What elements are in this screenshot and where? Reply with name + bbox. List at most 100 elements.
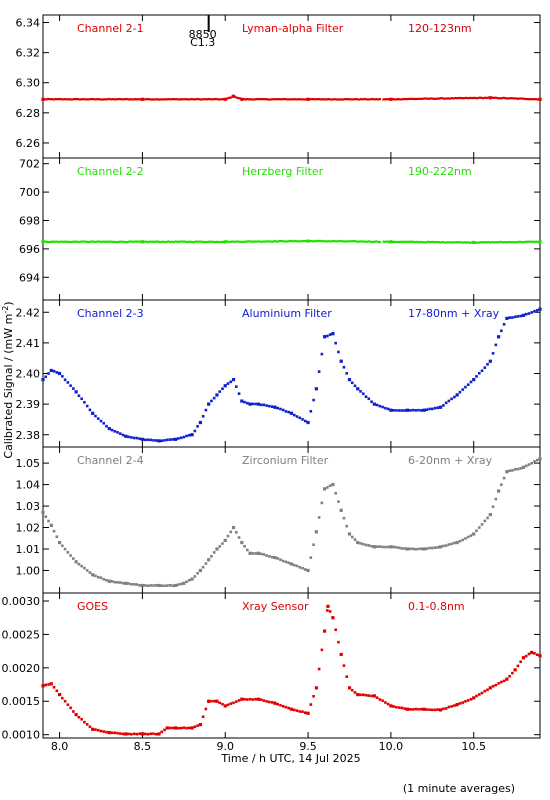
sample-point xyxy=(192,98,196,101)
sample-point xyxy=(433,546,437,549)
sample-point xyxy=(350,688,354,692)
panel-frame xyxy=(42,157,541,301)
sample-point xyxy=(353,691,357,694)
sample-point xyxy=(89,97,92,101)
sample-point xyxy=(535,98,538,101)
sample-point xyxy=(491,352,495,355)
sample-point xyxy=(392,705,395,708)
y-tick-label: 6.26 xyxy=(16,137,41,150)
sample-point xyxy=(94,414,97,418)
sample-point xyxy=(373,545,376,548)
sample-point xyxy=(370,544,373,548)
sample-point xyxy=(141,98,144,101)
sample-point xyxy=(453,395,456,399)
sample-point xyxy=(433,97,437,100)
sample-point xyxy=(55,371,59,374)
sample-point xyxy=(110,428,114,432)
sample-point xyxy=(148,240,151,243)
sample-point xyxy=(399,98,402,101)
panel-4: 1.00 1.01 1.02 1.03 1.04 1.05 Channel 2-4 Zirco… xyxy=(16,446,542,594)
sample-point xyxy=(456,241,459,244)
panel-filter-label: Aluminium Filter xyxy=(242,307,332,320)
sample-point xyxy=(461,538,464,542)
sample-point xyxy=(442,707,445,711)
sample-point xyxy=(248,697,252,701)
sample-point xyxy=(527,312,531,315)
sample-point xyxy=(124,581,128,585)
sample-point xyxy=(487,241,490,244)
y-tick-label: 702 xyxy=(19,158,40,171)
sample-point xyxy=(110,580,114,583)
sample-point xyxy=(496,241,499,244)
sample-point xyxy=(447,705,451,709)
sample-point xyxy=(119,240,122,243)
sample-point xyxy=(283,97,286,101)
sample-point xyxy=(397,409,401,412)
sample-point xyxy=(312,543,315,547)
panel-channel-label: GOES xyxy=(77,600,108,613)
sample-point xyxy=(49,682,53,685)
sample-point xyxy=(524,654,528,658)
sample-point xyxy=(319,239,323,243)
sample-point xyxy=(373,694,376,697)
sample-point xyxy=(494,241,497,244)
sample-point xyxy=(121,240,124,243)
sample-point xyxy=(119,581,122,584)
sample-point xyxy=(299,240,302,243)
sample-point xyxy=(234,700,238,703)
sample-point xyxy=(144,240,148,243)
sample-point xyxy=(152,732,155,736)
sample-point xyxy=(309,703,313,706)
sample-point xyxy=(235,96,238,99)
sample-point xyxy=(461,701,464,704)
sample-point xyxy=(450,97,453,100)
sample-point xyxy=(189,98,192,101)
sample-point xyxy=(271,98,275,101)
sample-point xyxy=(63,378,67,382)
sample-point xyxy=(128,240,131,243)
sample-point xyxy=(126,98,129,101)
sample-point xyxy=(179,436,183,440)
sample-point xyxy=(41,240,45,243)
sample-point xyxy=(196,724,199,727)
data-point xyxy=(538,457,542,461)
sample-point xyxy=(426,97,429,100)
sample-point xyxy=(494,343,498,347)
sample-point xyxy=(150,98,153,101)
sample-point xyxy=(301,98,304,101)
y-tick-label: 1.02 xyxy=(16,522,41,535)
sample-point xyxy=(414,547,418,551)
sample-point xyxy=(160,730,164,734)
sample-point xyxy=(361,392,365,396)
sample-point xyxy=(386,407,390,411)
sample-point xyxy=(387,98,391,101)
sample-point xyxy=(411,97,415,101)
sample-point xyxy=(212,396,216,400)
sample-point xyxy=(69,240,72,244)
sample-point xyxy=(77,394,81,398)
sample-point xyxy=(84,240,87,243)
sample-point xyxy=(218,240,221,244)
sample-point xyxy=(433,708,437,712)
data-point xyxy=(326,604,330,608)
sample-point xyxy=(445,97,448,100)
sample-point xyxy=(54,240,57,243)
sample-point xyxy=(199,421,202,425)
sample-point xyxy=(188,578,191,582)
sample-point xyxy=(524,240,527,243)
y-tick-label: 6.34 xyxy=(16,17,41,30)
sample-point xyxy=(199,569,202,572)
sample-point xyxy=(329,98,332,101)
sample-point xyxy=(193,725,197,729)
sample-point xyxy=(63,240,67,243)
sample-point xyxy=(294,239,297,243)
sample-point xyxy=(198,240,201,243)
sample-point xyxy=(196,240,199,243)
y-tick-label: 1.00 xyxy=(16,564,41,577)
sample-point xyxy=(246,98,249,101)
sample-point xyxy=(492,96,496,99)
sample-point xyxy=(314,239,317,243)
sample-point xyxy=(232,378,235,382)
series-samples xyxy=(41,458,539,588)
sample-point xyxy=(85,404,89,408)
